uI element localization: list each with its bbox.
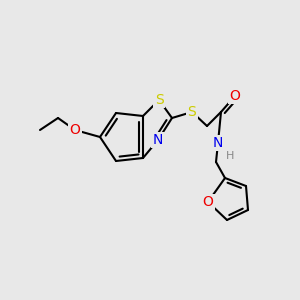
Text: S: S: [188, 105, 196, 119]
Text: N: N: [213, 136, 223, 150]
Text: O: O: [202, 195, 213, 209]
Text: S: S: [154, 93, 164, 107]
Text: H: H: [226, 151, 234, 161]
Text: N: N: [153, 133, 163, 147]
Text: O: O: [70, 123, 80, 137]
Text: O: O: [230, 89, 240, 103]
